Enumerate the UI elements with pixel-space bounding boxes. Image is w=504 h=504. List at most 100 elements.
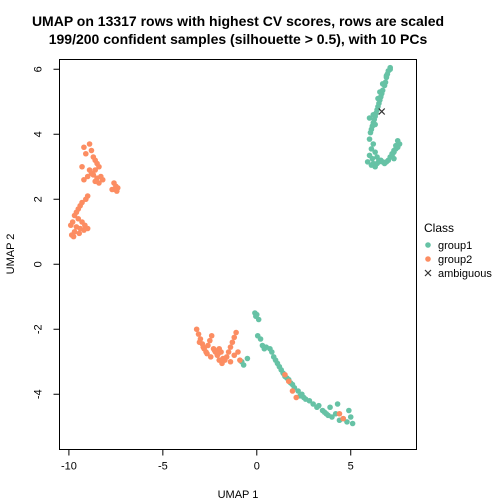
point-group1 bbox=[370, 111, 377, 118]
point-group2 bbox=[211, 347, 218, 354]
point-group2 bbox=[83, 196, 89, 203]
point-group1 bbox=[366, 136, 373, 142]
point-group1 bbox=[329, 414, 335, 420]
point-group2 bbox=[231, 352, 238, 359]
x-axis: -10 -5 0 5 bbox=[61, 449, 354, 473]
y-tick-label: 6 bbox=[33, 66, 45, 72]
point-group2 bbox=[205, 342, 211, 349]
legend-entry-group2: group2 bbox=[425, 254, 472, 266]
point-group1 bbox=[379, 81, 386, 87]
y-tick-label: 2 bbox=[33, 196, 45, 202]
point-group1 bbox=[253, 311, 260, 318]
x-tick-label: -10 bbox=[61, 461, 77, 473]
point-group2 bbox=[76, 230, 83, 237]
point-group1 bbox=[347, 414, 354, 420]
point-group1 bbox=[315, 402, 322, 409]
point-group2 bbox=[218, 349, 224, 355]
point-group1 bbox=[383, 72, 390, 79]
point-group2 bbox=[208, 332, 215, 339]
point-group2 bbox=[229, 339, 236, 346]
point-group2 bbox=[84, 173, 91, 180]
point-group2 bbox=[92, 167, 98, 173]
point-group2 bbox=[227, 344, 234, 350]
point-group1 bbox=[327, 404, 333, 411]
legend-marker bbox=[425, 256, 431, 262]
point-group2 bbox=[114, 188, 120, 194]
point-group2 bbox=[235, 349, 241, 355]
point-group1 bbox=[364, 159, 371, 165]
point-group2 bbox=[219, 360, 225, 367]
legend: Class group1 group2 ambiguous bbox=[424, 221, 492, 280]
point-group1 bbox=[295, 388, 301, 394]
point-group1 bbox=[244, 355, 251, 362]
point-group2 bbox=[75, 215, 82, 222]
point-group1 bbox=[393, 142, 399, 149]
legend-label: group1 bbox=[438, 240, 472, 252]
point-group1 bbox=[372, 121, 378, 128]
point-ambiguous bbox=[378, 108, 386, 115]
point-group1 bbox=[377, 89, 383, 95]
point-group2 bbox=[207, 337, 213, 344]
point-group1 bbox=[370, 141, 377, 147]
point-group2 bbox=[231, 334, 238, 341]
point-group2 bbox=[233, 329, 239, 336]
point-group1 bbox=[372, 149, 378, 155]
point-group2 bbox=[81, 176, 87, 183]
point-group2 bbox=[289, 388, 296, 394]
points-layer bbox=[67, 64, 403, 427]
point-group1 bbox=[257, 336, 264, 342]
point-group2 bbox=[196, 339, 203, 346]
point-group2 bbox=[86, 141, 93, 147]
point-group1 bbox=[368, 146, 375, 152]
point-group2 bbox=[99, 176, 106, 183]
point-group2 bbox=[225, 349, 232, 355]
point-group1 bbox=[306, 397, 313, 404]
point-group2 bbox=[84, 225, 91, 232]
y-tick-label: 4 bbox=[33, 131, 45, 137]
point-group1 bbox=[255, 316, 262, 323]
point-group2 bbox=[96, 163, 102, 170]
point-group1 bbox=[387, 66, 393, 73]
point-group2 bbox=[79, 163, 85, 170]
x-tick-label: -5 bbox=[158, 461, 168, 473]
point-group1 bbox=[310, 401, 316, 407]
chart-subtitle: 199/200 confident samples (silhouette > … bbox=[49, 31, 428, 47]
point-group1 bbox=[369, 155, 376, 162]
point-group2 bbox=[81, 144, 87, 151]
y-tick-label: -4 bbox=[33, 389, 45, 399]
legend-label: ambiguous bbox=[438, 268, 492, 280]
chart-title: UMAP on 13317 rows with highest CV score… bbox=[32, 13, 444, 29]
legend-title: Class bbox=[424, 221, 454, 235]
point-group2 bbox=[88, 147, 95, 154]
point-group2 bbox=[83, 150, 89, 157]
point-group1 bbox=[334, 401, 341, 407]
point-group2 bbox=[237, 357, 243, 363]
point-group2 bbox=[204, 350, 210, 357]
point-group2 bbox=[340, 415, 347, 422]
legend-label: group2 bbox=[438, 254, 472, 266]
y-axis-label: UMAP 2 bbox=[5, 234, 17, 275]
point-group1 bbox=[346, 407, 352, 414]
point-group2 bbox=[293, 394, 300, 401]
point-group1 bbox=[349, 420, 356, 427]
y-axis: -4 -2 0 2 4 6 bbox=[33, 66, 60, 399]
point-group2 bbox=[227, 358, 234, 365]
plot-area-frame bbox=[59, 59, 417, 450]
point-group2 bbox=[282, 371, 288, 378]
point-group2 bbox=[70, 233, 77, 240]
point-group1 bbox=[389, 150, 395, 157]
point-group1 bbox=[391, 155, 397, 162]
point-group2 bbox=[200, 344, 207, 350]
y-tick-label: 0 bbox=[33, 261, 45, 267]
point-group2 bbox=[109, 186, 115, 193]
point-group2 bbox=[195, 331, 202, 337]
legend-marker bbox=[425, 242, 431, 248]
point-group2 bbox=[67, 222, 74, 229]
point-group2 bbox=[90, 172, 97, 178]
legend-marker bbox=[424, 269, 432, 277]
point-group1 bbox=[269, 349, 275, 355]
point-group1 bbox=[375, 95, 381, 102]
point-group2 bbox=[223, 354, 230, 360]
point-group2 bbox=[285, 378, 292, 385]
